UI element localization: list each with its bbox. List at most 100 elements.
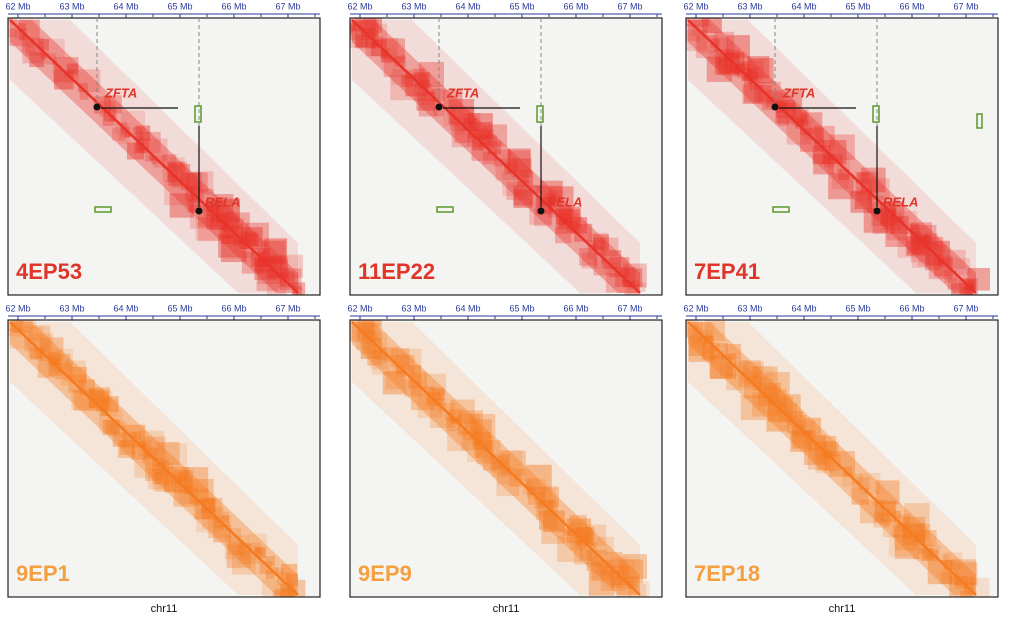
contact-domain <box>261 579 284 597</box>
contact-domain <box>286 579 306 597</box>
contact-domain <box>445 412 454 421</box>
contact-domain <box>482 151 496 165</box>
contact-domain <box>513 189 532 208</box>
contact-domain <box>569 533 588 551</box>
contact-domain <box>213 511 229 528</box>
contact-domain <box>484 124 508 147</box>
contact-domain <box>120 127 131 138</box>
contact-domain <box>254 546 263 555</box>
contact-domain <box>708 345 716 354</box>
contact-domain <box>944 559 955 570</box>
contact-domain <box>87 390 106 408</box>
contact-domain <box>361 26 375 41</box>
contact-domain <box>831 172 849 190</box>
contact-domain <box>383 56 404 77</box>
contact-domain <box>546 202 552 208</box>
contact-domain <box>815 134 823 143</box>
contact-domain <box>358 320 382 343</box>
contact-domain <box>559 208 572 220</box>
contact-domain <box>824 454 841 471</box>
contact-domain <box>566 220 578 232</box>
contact-domain <box>256 269 279 291</box>
tick-label: 66 Mb <box>563 303 588 313</box>
contact-domain <box>911 249 931 268</box>
contact-domain <box>858 172 869 184</box>
contact-domain <box>99 409 123 433</box>
contact-domain <box>538 510 558 530</box>
contact-domain <box>499 455 509 466</box>
tick-label: 64 Mb <box>455 303 480 313</box>
contact-domain <box>953 258 971 276</box>
contact-domain <box>279 268 302 291</box>
contact-domain <box>162 154 177 169</box>
contact-domain <box>524 180 530 185</box>
contact-domain <box>769 401 774 406</box>
contact-domain <box>122 424 146 448</box>
contact-domain <box>737 64 752 79</box>
contact-domain <box>605 273 626 293</box>
contact-domain <box>49 356 59 366</box>
contact-domain <box>946 572 953 579</box>
contact-domain <box>146 154 153 162</box>
contact-domain <box>278 271 295 288</box>
contact-domain <box>875 480 900 505</box>
tick-label: 63 Mb <box>59 1 84 11</box>
contact-domain <box>615 266 636 287</box>
contact-domain <box>593 259 610 276</box>
contact-domain <box>526 464 552 491</box>
contact-domain <box>170 157 185 172</box>
contact-domain <box>686 29 707 51</box>
contact-domain <box>125 436 132 443</box>
contact-domain <box>832 154 843 164</box>
contact-domain <box>591 561 611 581</box>
contact-domain <box>258 251 269 262</box>
contact-domain <box>907 240 921 255</box>
contact-domain <box>77 381 84 388</box>
contact-domain <box>173 488 192 507</box>
contact-domain <box>28 326 44 342</box>
gene-dot <box>435 103 443 111</box>
contact-domain <box>766 96 777 108</box>
contact-domain <box>416 92 436 111</box>
contact-domain <box>886 210 897 221</box>
contact-domain <box>956 579 964 587</box>
contact-domain <box>25 37 44 56</box>
gene-label: RELA <box>547 194 582 209</box>
contact-domain <box>382 347 399 363</box>
contact-domain <box>825 155 831 161</box>
contact-domain <box>408 365 422 378</box>
contact-domain <box>447 107 456 117</box>
contact-domain <box>37 359 56 378</box>
tick-label: 67 Mb <box>275 303 300 313</box>
contact-domain <box>198 217 222 242</box>
contact-domain <box>890 207 897 214</box>
contact-domain <box>702 345 717 361</box>
contact-domain <box>742 85 761 104</box>
contact-domain <box>917 241 943 267</box>
contact-domain <box>37 349 47 360</box>
contact-domain <box>747 80 753 85</box>
contact-domain <box>472 140 483 151</box>
contact-domain <box>64 360 86 382</box>
sample-label: 4EP53 <box>16 259 82 284</box>
contact-domain <box>285 278 290 283</box>
contact-domain <box>21 39 35 53</box>
tick-label: 62 Mb <box>683 1 708 11</box>
contact-domain <box>471 135 498 161</box>
contact-domain <box>792 424 804 437</box>
contact-domain <box>451 116 463 128</box>
contact-domain <box>213 517 220 524</box>
contact-domain <box>504 161 518 175</box>
contact-domain <box>135 125 151 141</box>
contact-domain <box>435 398 447 410</box>
tick-label: 62 Mb <box>347 303 372 313</box>
contact-domain <box>350 25 363 48</box>
contact-domain <box>781 89 803 111</box>
contact-domain <box>481 441 493 453</box>
heatmap <box>686 320 990 597</box>
contact-domain <box>798 424 803 429</box>
contact-domain <box>934 244 947 256</box>
contact-domain <box>881 501 896 516</box>
heatmap-bg <box>350 18 662 295</box>
